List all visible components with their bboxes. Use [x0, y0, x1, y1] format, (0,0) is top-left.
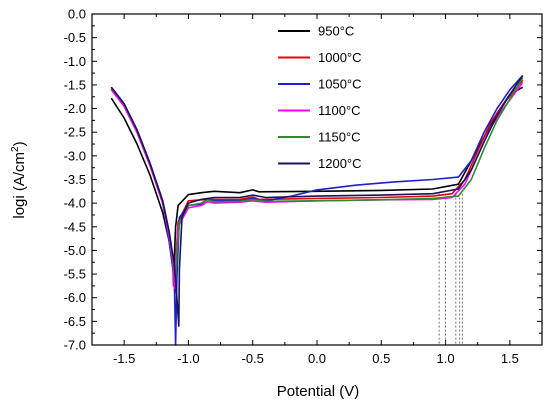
y-tick-label: -6.0: [64, 290, 86, 305]
legend-label: 1150°C: [318, 130, 361, 145]
y-tick-label: -2.5: [64, 125, 86, 140]
y-tick-label: -3.0: [64, 148, 86, 163]
y-axis-title-close: ): [11, 141, 28, 146]
x-axis-title: Potential (V): [277, 383, 360, 400]
series-line: [110, 74, 524, 346]
x-tick-label: 0.0: [308, 351, 326, 366]
x-tick-label: 1.0: [437, 351, 455, 366]
y-axis-title-main: logi (A/cm: [11, 152, 28, 219]
x-tick-label: -0.5: [242, 351, 264, 366]
plot-frame: [91, 13, 543, 346]
legend-label: 1000°C: [318, 50, 362, 65]
y-axis-title: logi (A/cm2): [10, 141, 28, 218]
y-tick-label: -4.0: [64, 196, 86, 211]
y-tick-labels: 0.0 -0.5 -1.0 -1.5 -2.0 -2.5 -3.0 -3.5 -4.0 -4.5 -…: [64, 7, 86, 353]
x-tick-label: -1.0: [177, 351, 199, 366]
y-tick-label: -1.0: [64, 54, 86, 69]
legend-label: 1100°C: [318, 103, 361, 118]
legend: 950°C 1000°C 1050°C 1100°C 1150°C 1200°C: [278, 24, 362, 171]
y-tick-label: -5.5: [64, 267, 86, 282]
y-tick-label: -4.5: [64, 219, 86, 234]
legend-label: 1050°C: [318, 77, 362, 92]
x-tick-label: 0.5: [372, 351, 390, 366]
y-tick-label: 0.0: [68, 7, 86, 22]
y-tick-label: -7.0: [64, 338, 86, 353]
y-tick-label: -5.0: [64, 243, 86, 258]
y-tick-label: -3.5: [64, 172, 86, 187]
x-tick-label: -1.5: [113, 351, 135, 366]
x-tick-label: 1.5: [501, 351, 519, 366]
y-axis-title-sup: 2: [10, 146, 21, 152]
y-tick-label: -0.5: [64, 30, 86, 45]
pitting-markers: [438, 193, 463, 345]
legend-label: 950°C: [318, 24, 354, 39]
y-tick-label: -2.0: [64, 101, 86, 116]
series-line: [110, 75, 524, 327]
y-tick-label: -6.5: [64, 314, 86, 329]
axis-ticks: [91, 13, 543, 346]
legend-label: 1200°C: [318, 156, 362, 171]
series-lines: [110, 74, 524, 346]
x-tick-labels: -1.5 -1.0 -0.5 0.0 0.5 1.0 1.5: [113, 351, 519, 366]
y-tick-label: -1.5: [64, 77, 86, 92]
